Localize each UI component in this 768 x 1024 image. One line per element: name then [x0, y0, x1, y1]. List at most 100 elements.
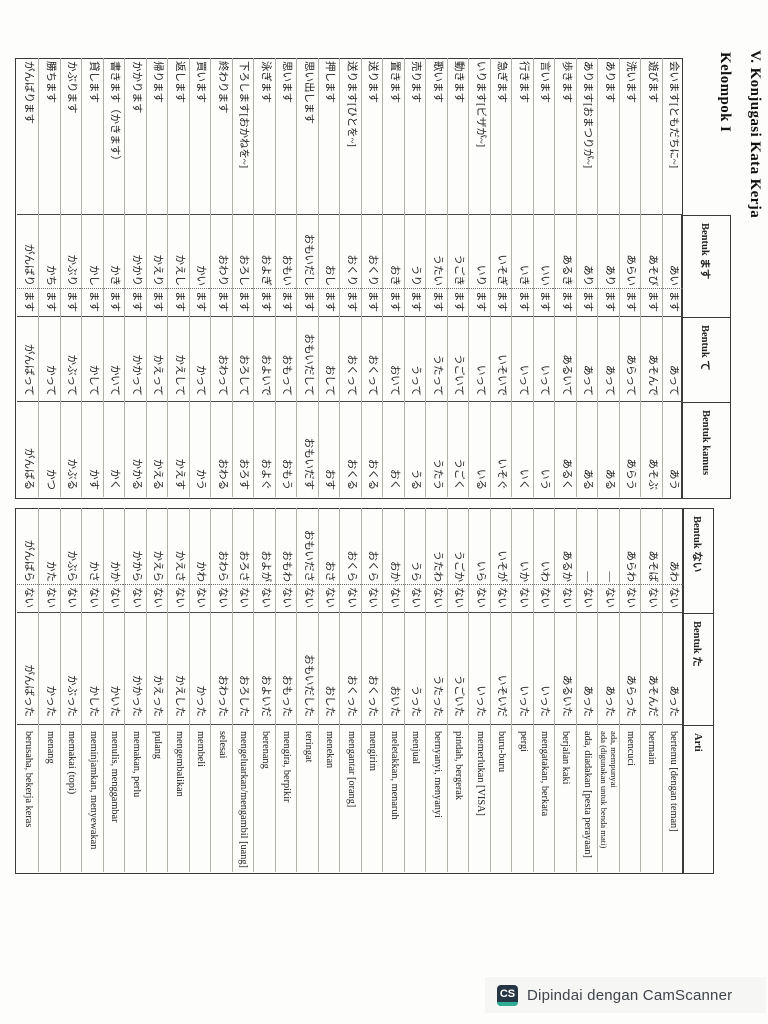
masu-stem-cell: あり	[576, 215, 598, 289]
masu-stem-cell: かい	[189, 215, 211, 289]
kamus-form-cell: おわる	[216, 458, 228, 491]
nai-suffix-cell: ない	[383, 585, 404, 613]
te-form-cell: うごいて	[447, 317, 469, 402]
nai-stem-cell: おろさ	[232, 508, 254, 585]
table-row: おさ ない おした menekan	[317, 508, 340, 872]
arti-cell: menekan	[324, 731, 336, 769]
ta-form-cell: おくった	[340, 613, 361, 725]
arti-cell: ada, mempunyai ada (digunakan untuk benda…	[598, 725, 619, 872]
table-row: 返します かえし ます かえして かえす	[167, 58, 189, 497]
table-row: おわら ない おわった selesai	[210, 508, 232, 872]
arti-cell: teringat	[302, 731, 314, 763]
masu-stem-cell: かし	[82, 215, 103, 289]
table-row: あるか ない あるいた berjalan kaki	[554, 508, 576, 872]
table-row: がんばります がんばり ます がんばって がんばる	[17, 58, 39, 497]
nai-suffix-cell: ない	[168, 585, 189, 613]
verb-cell: 遊びます	[641, 58, 662, 215]
table-row: 急ぎます いそぎ ます いそいで いそぐ	[489, 58, 512, 497]
verb-cell: いります[ビザが~]	[469, 58, 490, 215]
verb-cell: 貸します	[82, 58, 103, 215]
nai-suffix-cell: ない	[576, 585, 598, 613]
masu-stem-cell: かえし	[168, 215, 189, 289]
arti-cell: memakai (topi)	[66, 731, 78, 795]
masu-suffix-cell: ます	[619, 289, 641, 317]
kamus-form-cell: おく	[388, 469, 400, 490]
arti-cell: pergi	[517, 731, 529, 752]
masu-suffix-cell: ます	[318, 289, 340, 317]
masu-suffix-cell: ます	[426, 289, 447, 317]
verb-cell: 送ります	[361, 58, 383, 215]
ta-form-cell: あった	[576, 613, 598, 725]
table-row: 思い出します おもいだし ます おもいだして おもいだす	[296, 58, 318, 497]
ta-form-cell: うった	[404, 613, 426, 725]
nai-stem-cell: かぶら	[60, 508, 82, 585]
kamus-form-cell: およぐ	[259, 458, 271, 491]
ta-form-cell: あった	[598, 613, 619, 725]
table-row: かわ ない かった membeli	[188, 508, 211, 872]
kamus-form-cell: かかる	[130, 458, 142, 491]
arti-cell: mencuci	[624, 731, 636, 766]
masu-stem-cell: おろし	[232, 215, 254, 289]
verb-cell: 返します	[168, 58, 189, 215]
arti-cell: bermain	[646, 731, 658, 765]
nai-suffix-cell: ない	[512, 585, 533, 613]
te-form-cell: いって	[469, 317, 490, 402]
masu-stem-cell: いそぎ	[490, 215, 512, 289]
masu-suffix-cell: ます	[404, 289, 426, 317]
kamus-form-cell: かえす	[173, 458, 185, 491]
arti-line: ada, mempunyai	[608, 731, 619, 788]
ta-form-cell: いった	[512, 613, 533, 725]
kamus-form-cell: ある	[603, 469, 615, 490]
ta-form-cell: あそんだ	[641, 613, 662, 725]
te-form-cell: うたって	[426, 317, 447, 402]
table-row: いわ ない いった mengatakan, berkata	[532, 508, 555, 872]
te-form-cell: おもいだして	[297, 317, 318, 402]
camscanner-logo-icon: CS	[497, 984, 518, 1006]
ta-form-cell: おもった	[275, 613, 297, 725]
ta-form-cell: かぶった	[60, 613, 82, 725]
te-form-cell: かして	[82, 317, 103, 402]
nai-stem-cell: あそば	[641, 508, 662, 585]
nai-suffix-cell: ない	[60, 585, 82, 613]
nai-suffix-cell: ない	[275, 585, 297, 613]
masu-stem-cell: およぎ	[254, 215, 275, 289]
header-bentuk-te: Bentuk て	[682, 318, 730, 403]
masu-suffix-cell: ます	[598, 289, 619, 317]
nai-suffix-cell: ない	[404, 585, 426, 613]
table-row: 帰ります かえり ます かえって かえる	[145, 58, 168, 497]
table1-header-row: Bentuk ます Bentuk て Bentuk kamus	[681, 215, 731, 499]
nai-stem-cell: いか	[512, 508, 533, 585]
nai-suffix-cell: ない	[39, 585, 60, 613]
ta-form-cell: いった	[533, 613, 555, 725]
table-row: あります あり ます あって ある	[597, 58, 619, 497]
masu-suffix-cell: ます	[555, 289, 576, 317]
arti-cell: pulang	[152, 731, 164, 760]
nai-stem-cell: かえさ	[168, 508, 189, 585]
table-row: 泳ぎます およぎ ます およいで およぐ	[253, 58, 275, 497]
te-form-cell: あらって	[619, 317, 641, 402]
verb-cell: 書きます（かきます）	[103, 58, 125, 215]
nai-stem-cell: うたわ	[426, 508, 447, 585]
table-row: 買います かい ます かって かう	[188, 58, 211, 497]
ta-form-cell: あらった	[619, 613, 641, 725]
verb-cell: 行きます	[512, 58, 533, 215]
masu-stem-cell: おし	[318, 215, 340, 289]
table-row: 行きます いき ます いって いく	[511, 58, 533, 497]
nai-stem-cell: がんばら	[17, 508, 39, 585]
table-row: 下ろします[おかねを~] おろし ます おろして おろす	[231, 58, 254, 497]
te-form-cell: かえして	[168, 317, 189, 402]
nai-stem-cell: かから	[125, 508, 146, 585]
te-form-cell: おもって	[275, 317, 297, 402]
header-bentuk-nai: Bentuk ない	[683, 509, 713, 614]
arti-cell: buru-buru	[496, 731, 508, 773]
table-row: いか ない いった pergi	[511, 508, 533, 872]
table-row: かえさ ない かえした mengembalikan	[167, 508, 189, 872]
kamus-form-cell: いる	[474, 469, 486, 490]
kamus-form-cell: がんばる	[23, 448, 34, 490]
table-row: 貸します かし ます かして かす	[81, 58, 103, 497]
arti-cell: ada, diadakan [pesta perayaan]	[581, 731, 593, 858]
arti-cell: membeli	[195, 731, 207, 768]
te-form-cell: かって	[39, 317, 60, 402]
te-form-cell: かかって	[125, 317, 146, 402]
